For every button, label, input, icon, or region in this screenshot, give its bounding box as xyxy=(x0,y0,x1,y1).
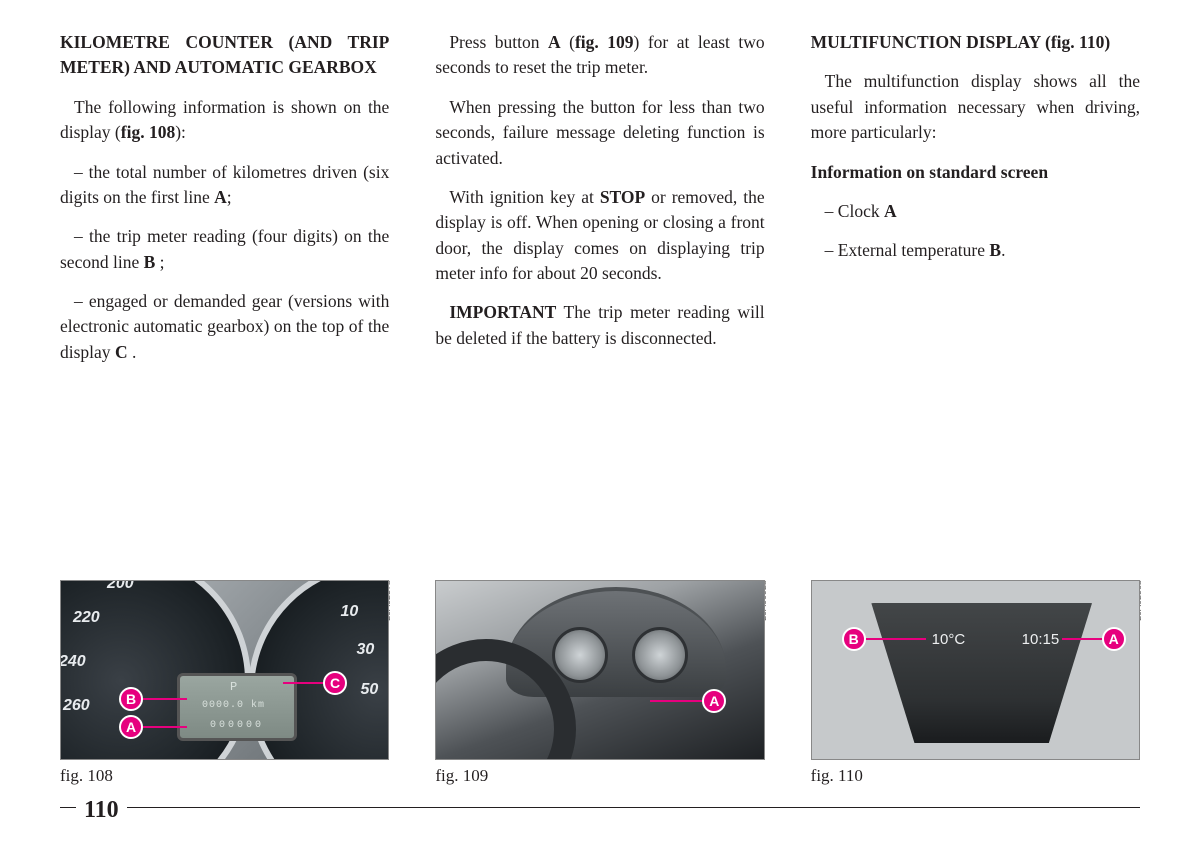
odometer-display: P 0000.0 km 000000 xyxy=(177,673,297,741)
text-columns: KILOMETRE COUNTER (AND TRIP METER) AND A… xyxy=(60,30,1140,530)
speed-220: 220 xyxy=(73,609,100,627)
col2-p4: IMPORTANT The trip meter reading will be… xyxy=(435,300,764,351)
mf-time: 10:15 xyxy=(1022,631,1060,648)
speed-260: 260 xyxy=(63,697,90,715)
col2-p1-c: ( xyxy=(561,32,575,52)
col1-p4: – engaged or demanded gear (versions wit… xyxy=(60,289,389,365)
col3-heading: MULTIFUNCTION DISPLAY (fig. 110) xyxy=(811,30,1140,55)
col1-p2: – the total number of kilometres driven … xyxy=(60,160,389,211)
speed-240: 240 xyxy=(60,653,86,671)
col2-p3: With ignition key at STOP or removed, th… xyxy=(435,185,764,287)
disp-trip: 0000.0 km xyxy=(202,700,265,711)
callout-b-line-110 xyxy=(866,638,926,640)
col1-p4-c: . xyxy=(128,342,137,362)
figure-108: L0A0237b 200 220 240 260 10 30 50 P 0000… xyxy=(60,580,389,786)
page-number: 110 xyxy=(76,797,127,824)
col3-h-b: fig. 110 xyxy=(1051,32,1104,52)
col1-p2-b: A xyxy=(214,187,227,207)
fig110-caption: fig. 110 xyxy=(811,766,1140,786)
col2-p1-b: A xyxy=(548,32,561,52)
col1-p3-b: B xyxy=(144,252,156,272)
fig108-caption: fig. 108 xyxy=(60,766,389,786)
callout-b-108: B xyxy=(119,687,143,711)
dial-right xyxy=(632,627,688,683)
col3-li2-a: – External temperature xyxy=(825,240,990,260)
col1-p4-a: – engaged or demanded gear (versions wit… xyxy=(60,291,389,362)
col2-p4-a: IMPORTANT xyxy=(449,302,556,322)
col1-p1-b: fig. 108 xyxy=(121,122,175,142)
col3-subheading: Information on standard screen xyxy=(811,160,1140,185)
col2-p3-a: With ignition key at xyxy=(449,187,599,207)
col1-p1-a: The following information is shown on th… xyxy=(60,97,389,142)
speed-50: 50 xyxy=(361,681,379,699)
col1-p3: – the trip meter reading (four digits) o… xyxy=(60,224,389,275)
col2-p3-b: STOP xyxy=(600,187,645,207)
speed-200: 200 xyxy=(107,580,134,593)
column-1: KILOMETRE COUNTER (AND TRIP METER) AND A… xyxy=(60,30,389,530)
fig109-caption: fig. 109 xyxy=(435,766,764,786)
column-3: MULTIFUNCTION DISPLAY (fig. 110) The mul… xyxy=(811,30,1140,530)
col2-p1-a: Press button xyxy=(449,32,548,52)
speed-10: 10 xyxy=(341,603,359,621)
page-rule xyxy=(60,807,1140,808)
col3-h-c: ) xyxy=(1104,32,1110,52)
col3-li2-c: . xyxy=(1001,240,1005,260)
col1-p1-c: ): xyxy=(175,122,186,142)
disp-gear: P xyxy=(230,680,238,694)
col1-p3-c: ; xyxy=(155,252,164,272)
callout-a-line-110 xyxy=(1062,638,1104,640)
col2-p2: When pressing the button for less than t… xyxy=(435,95,764,171)
col3-h-a: MULTIFUNCTION DISPLAY ( xyxy=(811,32,1051,52)
fig109-image: A xyxy=(435,580,764,760)
figure-109: L0A0092b A fig. 109 xyxy=(435,580,764,786)
disp-odo: 000000 xyxy=(210,720,264,731)
col3-p1: The multifunction display shows all the … xyxy=(811,69,1140,145)
fig108-image: 200 220 240 260 10 30 50 P 0000.0 km 000… xyxy=(60,580,389,760)
col2-p1-d: fig. 109 xyxy=(575,32,634,52)
col1-p3-a: – the trip meter reading (four digits) o… xyxy=(60,226,389,271)
col3-li2-b: B xyxy=(989,240,1001,260)
column-2: Press button A (fig. 109) for at least t… xyxy=(435,30,764,530)
col3-li1-a: – Clock xyxy=(825,201,884,221)
col1-p1: The following information is shown on th… xyxy=(60,95,389,146)
col1-heading: KILOMETRE COUNTER (AND TRIP METER) AND A… xyxy=(60,30,389,81)
callout-a-108: A xyxy=(119,715,143,739)
speed-30: 30 xyxy=(357,641,375,659)
callout-b-line-108 xyxy=(143,698,187,700)
col3-li1: – Clock A xyxy=(811,199,1140,224)
col1-p4-b: C xyxy=(115,342,128,362)
callout-a-110: A xyxy=(1102,627,1126,651)
col1-p2-c: ; xyxy=(227,187,232,207)
col3-li1-b: A xyxy=(884,201,897,221)
callout-a-line-108 xyxy=(143,726,187,728)
col3-li2: – External temperature B. xyxy=(811,238,1140,263)
callout-a-line-109 xyxy=(650,700,704,702)
callout-c-108: C xyxy=(323,671,347,695)
callout-b-110: B xyxy=(842,627,866,651)
callout-c-line-108 xyxy=(283,682,325,684)
dial-left xyxy=(552,627,608,683)
figure-110: L0A0258b 10°C 10:15 B A fig. 110 xyxy=(811,580,1140,786)
fig110-image: 10°C 10:15 B A xyxy=(811,580,1140,760)
mf-temp: 10°C xyxy=(932,631,966,648)
col2-p1: Press button A (fig. 109) for at least t… xyxy=(435,30,764,81)
figures-row: L0A0237b 200 220 240 260 10 30 50 P 0000… xyxy=(60,580,1140,786)
